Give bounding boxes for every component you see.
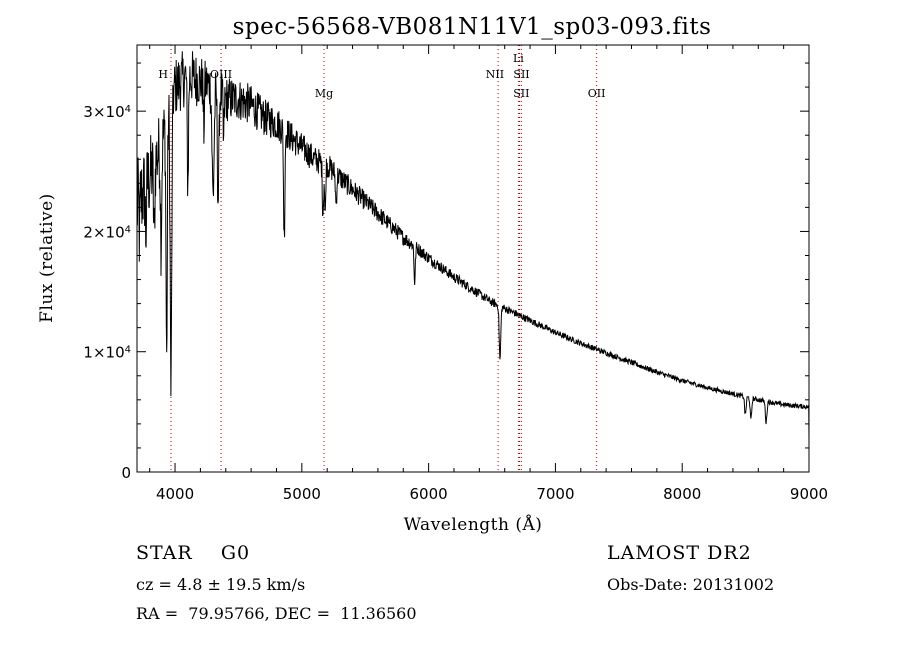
x-tick-label: 6000 bbox=[410, 485, 448, 503]
spectrum-chart: spec-56568-VB081N11V1_sp03-093.fits H OII… bbox=[37, 14, 828, 535]
line-marker-label: H bbox=[158, 68, 168, 81]
x-tick-label: 9000 bbox=[790, 485, 828, 503]
redshift-label: cz = 4.8 ± 19.5 km/s bbox=[136, 575, 306, 594]
line-marker-label: NII bbox=[486, 68, 504, 81]
survey-label: LAMOST DR2 bbox=[607, 542, 752, 564]
x-tick-label: 8000 bbox=[663, 485, 701, 503]
y-tick-label: 0 bbox=[121, 464, 131, 482]
line-marker-label: Li bbox=[513, 52, 524, 65]
coordinates-label: RA = 79.95766, DEC = 11.36560 bbox=[136, 604, 417, 623]
line-marker-label: SII bbox=[513, 87, 529, 100]
x-axis: 4000 5000 6000 7000 8000 9000 bbox=[149, 45, 828, 503]
x-tick-label: 5000 bbox=[283, 485, 321, 503]
chart-title: spec-56568-VB081N11V1_sp03-093.fits bbox=[233, 14, 712, 40]
plot-frame bbox=[136, 44, 810, 473]
x-tick-label: 4000 bbox=[156, 485, 194, 503]
y-tick-label: 3×104 bbox=[83, 103, 131, 121]
classification-label: STAR G0 bbox=[136, 542, 251, 564]
spectrum-line bbox=[136, 51, 810, 442]
obs-date-label: Obs-Date: 20131002 bbox=[607, 575, 775, 594]
line-marker-label: OII bbox=[588, 87, 606, 100]
line-marker-label: SII bbox=[513, 68, 529, 81]
y-axis: 0 1×104 2×104 3×104 bbox=[83, 62, 809, 482]
line-marker-label: Mg bbox=[315, 87, 333, 100]
y-axis-label: Flux (relative) bbox=[37, 193, 57, 323]
y-tick-label: 1×104 bbox=[83, 344, 131, 362]
x-tick-label: 7000 bbox=[536, 485, 574, 503]
y-tick-label: 2×104 bbox=[83, 223, 131, 241]
x-axis-label: Wavelength (Å) bbox=[404, 514, 543, 535]
